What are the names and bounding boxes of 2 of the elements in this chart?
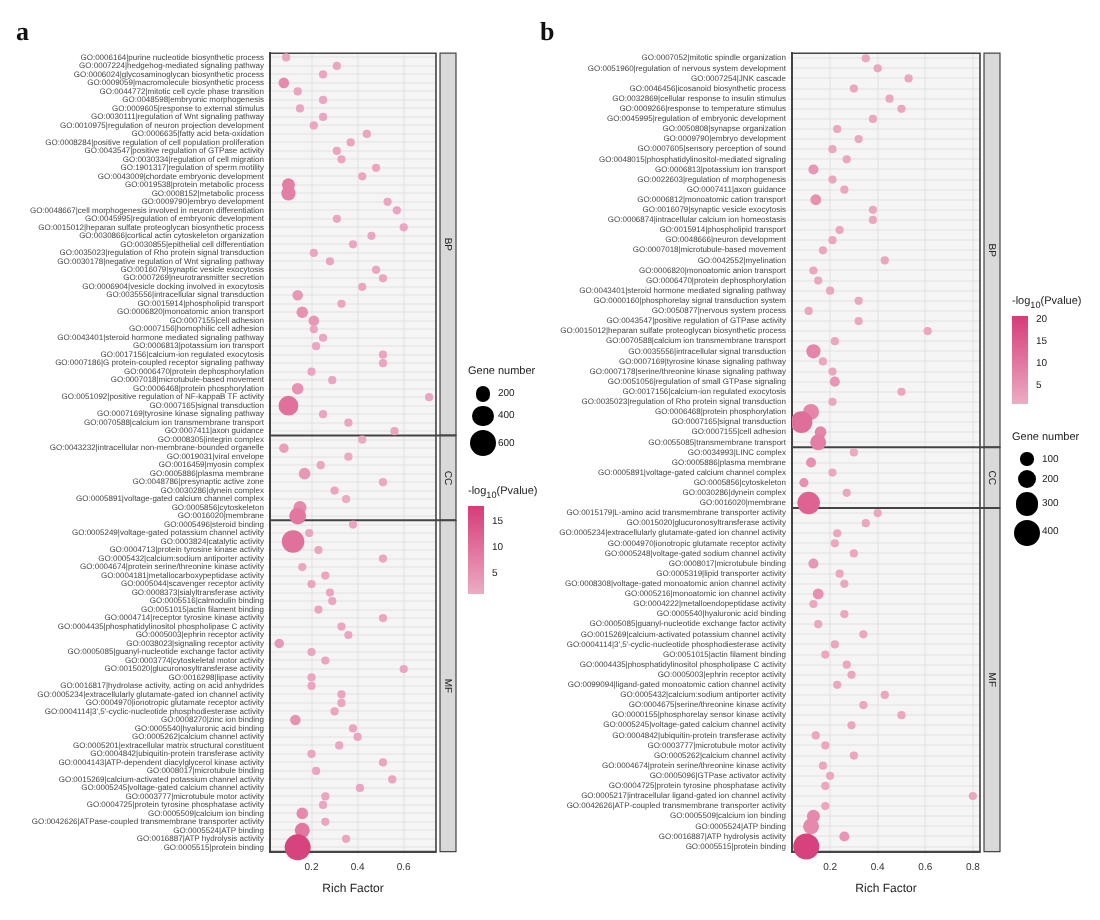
text: a [16,16,30,47]
text: b [540,16,555,47]
